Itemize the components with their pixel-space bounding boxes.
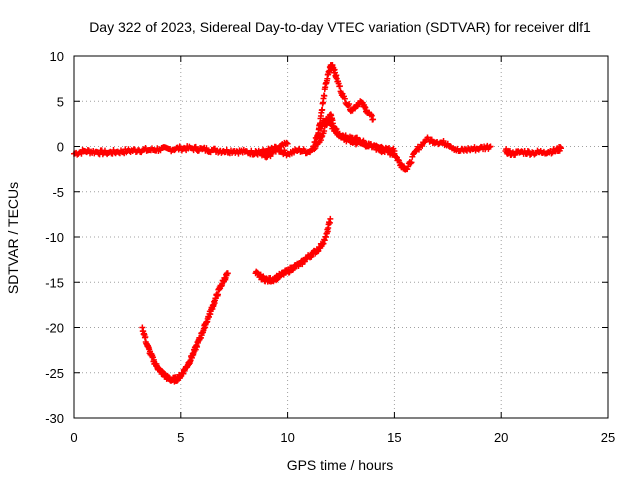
x-tick-label: 15 bbox=[387, 430, 401, 445]
data-point bbox=[224, 270, 231, 277]
data-marker bbox=[346, 100, 353, 107]
y-tick-label: -15 bbox=[45, 275, 64, 290]
series-arc-main-1 bbox=[71, 139, 291, 158]
grid-layer bbox=[74, 56, 608, 418]
chart-title: Day 322 of 2023, Sidereal Day-to-day VTE… bbox=[89, 19, 591, 35]
data-marker bbox=[408, 159, 415, 166]
data-marker bbox=[274, 145, 281, 152]
data-marker bbox=[384, 146, 391, 153]
data-point bbox=[370, 116, 377, 123]
data-point bbox=[284, 140, 291, 147]
x-tick-label: 25 bbox=[601, 430, 615, 445]
x-tick-label: 10 bbox=[280, 430, 294, 445]
data-marker bbox=[440, 138, 447, 145]
series-arc-spike-lower bbox=[310, 115, 398, 156]
y-tick-label: -20 bbox=[45, 321, 64, 336]
data-marker bbox=[341, 95, 348, 102]
data-marker bbox=[336, 83, 343, 90]
data-marker bbox=[283, 139, 290, 146]
data-marker bbox=[405, 163, 412, 170]
series-arc-rise bbox=[252, 215, 334, 285]
tick-layer: 0 5 10 15 20 25 10 5 0 -5 -10 -15 -20 -25 -30 bbox=[45, 49, 615, 445]
data-marker bbox=[548, 150, 555, 157]
data-marker bbox=[192, 143, 199, 150]
series-arc-late bbox=[502, 143, 565, 159]
y-tick-label: -10 bbox=[45, 230, 64, 245]
y-tick-label: -30 bbox=[45, 411, 64, 426]
data-marker bbox=[419, 142, 426, 149]
data-marker bbox=[407, 160, 414, 167]
data-marker bbox=[524, 147, 531, 154]
data-point bbox=[487, 143, 494, 150]
data-point bbox=[391, 148, 398, 155]
series-arc-deep bbox=[139, 270, 231, 385]
x-tick-label: 5 bbox=[177, 430, 184, 445]
data-marker bbox=[512, 151, 519, 158]
data-marker bbox=[142, 334, 149, 340]
y-tick-label: 5 bbox=[57, 94, 64, 109]
data-marker bbox=[321, 92, 328, 99]
data-point bbox=[327, 215, 334, 222]
data-point bbox=[558, 145, 565, 152]
y-tick-label: -25 bbox=[45, 366, 64, 381]
x-axis-label: GPS time / hours bbox=[287, 457, 394, 473]
y-tick-label: -5 bbox=[52, 185, 64, 200]
y-tick-label: 0 bbox=[57, 140, 64, 155]
data-layer bbox=[71, 62, 565, 385]
data-marker bbox=[319, 106, 326, 113]
y-axis-label: SDTVAR / TECUs bbox=[5, 182, 21, 294]
x-tick-label: 0 bbox=[70, 430, 77, 445]
data-marker bbox=[203, 145, 210, 152]
x-tick-label: 20 bbox=[494, 430, 508, 445]
y-tick-label: 10 bbox=[50, 49, 64, 64]
